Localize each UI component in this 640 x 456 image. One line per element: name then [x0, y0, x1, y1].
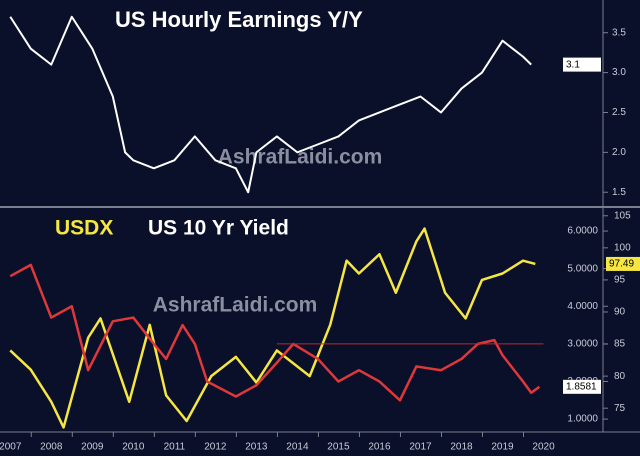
- x-tick-label: 2016: [368, 442, 391, 453]
- x-tick-label: 2008: [40, 442, 63, 453]
- x-tick-label: 2010: [122, 442, 145, 453]
- legend-label: USDX: [55, 217, 113, 240]
- end-label-box: [563, 57, 601, 72]
- y2-tick-label: 100: [614, 242, 631, 253]
- y-tick-label: 4.0000: [567, 301, 598, 312]
- y-tick-label: 2.0: [612, 147, 626, 158]
- chart-title: US Hourly Earnings Y/Y: [115, 7, 363, 32]
- watermark: AshrafLaidi.com: [218, 146, 383, 169]
- x-tick-label: 2014: [286, 442, 309, 453]
- y-tick-label: 3.5: [612, 27, 626, 38]
- x-tick-label: 2015: [327, 442, 350, 453]
- x-tick-label: 2013: [245, 442, 268, 453]
- y2-tick-label: 95: [614, 275, 626, 286]
- y-tick-label: 2.5: [612, 107, 626, 118]
- end-label-box: [606, 256, 640, 271]
- x-tick-label: 2011: [164, 442, 186, 453]
- end-label-box: [563, 379, 601, 394]
- y2-tick-label: 75: [614, 403, 626, 414]
- x-tick-label: 2019: [491, 442, 514, 453]
- legend-label: US 10 Yr Yield: [148, 217, 289, 240]
- y2-tick-label: 90: [614, 307, 626, 318]
- y2-tick-label: 105: [614, 210, 631, 221]
- y2-tick-label: 80: [614, 371, 626, 382]
- x-tick-label: 2012: [204, 442, 227, 453]
- y2-tick-label: 85: [614, 339, 626, 350]
- watermark: AshrafLaidi.com: [153, 294, 318, 317]
- x-tick-label: 2007: [0, 442, 22, 453]
- x-tick-label: 2017: [409, 442, 432, 453]
- y-tick-label: 3.0: [612, 67, 626, 78]
- y-tick-label: 6.0000: [567, 226, 598, 237]
- x-tick-label: 2020: [532, 442, 555, 453]
- series-line: [9, 15, 532, 194]
- y-tick-label: 3.0000: [567, 339, 598, 350]
- end-label: 1.8581: [566, 381, 597, 392]
- end-label: 3.1: [566, 59, 580, 70]
- y-tick-label: 1.5: [612, 187, 626, 198]
- series-line: [9, 263, 541, 402]
- y-tick-label: 5.0000: [567, 263, 598, 274]
- series-line: [9, 227, 536, 429]
- end-label: 97.49: [609, 259, 634, 270]
- x-tick-label: 2009: [81, 442, 104, 453]
- x-tick-label: 2018: [450, 442, 473, 453]
- y-tick-label: 1.0000: [567, 414, 598, 425]
